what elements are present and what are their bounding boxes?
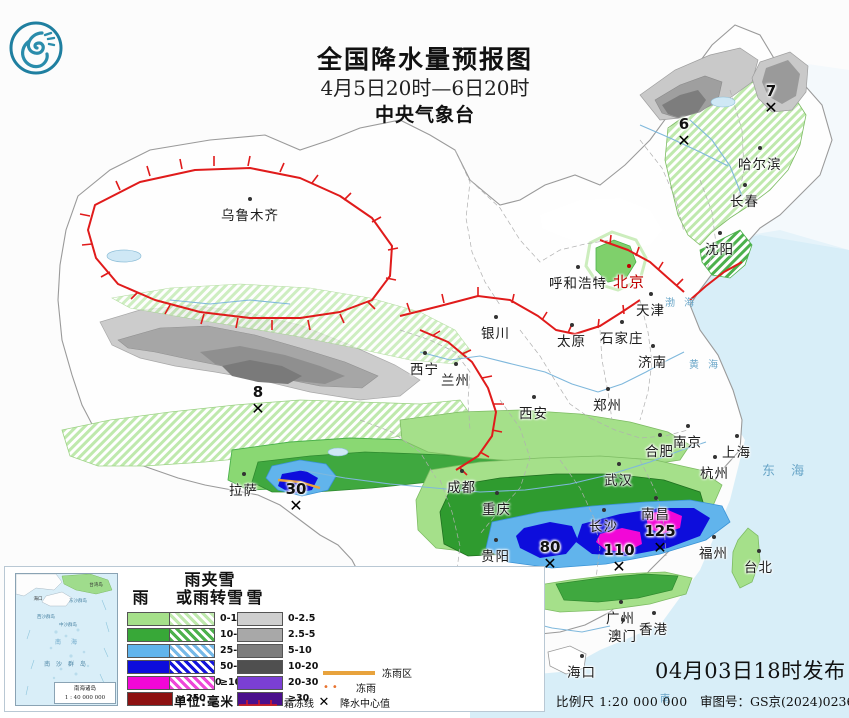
legend-swatch-label: 0-2.5 (288, 613, 316, 624)
legend-row: 20-30 (237, 675, 318, 690)
legend-swatch-label: 5-10 (288, 645, 312, 656)
legend-head-rain: 雨 (132, 588, 150, 607)
legend-swatch (169, 675, 215, 690)
legend-swatch-label: ≥30 (288, 693, 310, 704)
inset-scale-title: 南海诸岛 (73, 686, 96, 692)
frost-line-symbol (239, 699, 277, 706)
legend-head-sleet-line1: 雨夹雪 (184, 570, 236, 589)
legend-swatch-label: ≥100 (220, 677, 248, 688)
legend-column-snow: 0-2.5 2.5-5 5-10 10-20 20-30 ≥30 (237, 611, 318, 707)
legend-swatch (237, 643, 283, 658)
legend-swatch (127, 611, 173, 626)
legend-swatch (127, 675, 173, 690)
legend-swatch (169, 643, 215, 658)
map-scale: 比例尺 1:20 000 000 (556, 694, 688, 709)
legend-swatch (169, 627, 215, 642)
inset-scale-value: 1 : 40 000 000 (64, 695, 106, 702)
legend-panel: 中沙群岛 西沙群岛 东沙群岛 南 海 南 沙 群 岛 海口 台湾岛 南海诸岛 1… (4, 566, 545, 712)
legend-swatch-label: ≥250 (178, 693, 206, 704)
freezing-rain-dots: •• (323, 681, 341, 693)
legend-swatch (127, 627, 173, 642)
legend-row: 25-50 (169, 643, 257, 658)
legend-row: ≥250 (127, 691, 222, 706)
legend-swatch (237, 675, 283, 690)
svg-text:东沙群岛: 东沙群岛 (69, 597, 87, 604)
legend-misc-label-2: 霜冻线 (284, 699, 314, 710)
legend-swatch-label: 25-50 (220, 645, 251, 656)
legend-precip-center: ✕ 降水中心值 (315, 695, 390, 710)
legend-frost-line: 霜冻线 (237, 695, 314, 710)
svg-text:南 沙 群 岛: 南 沙 群 岛 (44, 660, 88, 668)
svg-text:台湾岛: 台湾岛 (89, 581, 103, 588)
inset-scale: 南海诸岛 1 : 40 000 000 (54, 682, 116, 704)
freezing-rain-zone-bar (323, 670, 375, 675)
legend-misc-label-0: 冻雨区 (382, 669, 412, 680)
legend-swatch-label: 20-30 (288, 677, 319, 688)
legend-row: ≥100 (169, 675, 257, 690)
legend-swatch (127, 643, 173, 658)
legend-swatch (169, 659, 215, 674)
legend-swatch-label: 10-25 (220, 629, 251, 640)
approval-number: 审图号：GS京(2024)0236号 (700, 694, 849, 709)
legend-row: 5-10 (237, 643, 318, 658)
legend-row: 0-10 (169, 611, 257, 626)
legend-swatch (237, 611, 283, 626)
legend-freezing-rain: •• 冻雨 (323, 680, 376, 695)
legend-swatch-label: 2.5-5 (288, 629, 316, 640)
legend-row: 10-20 (237, 659, 318, 674)
legend-unit: 单位:毫米 (174, 694, 234, 709)
legend-swatch-label: 10-20 (288, 661, 319, 672)
legend-row: 2.5-5 (237, 627, 318, 642)
svg-text:南 海: 南 海 (55, 638, 81, 646)
legend-swatch (237, 627, 283, 642)
legend-head-sleet: 雨夹雪 或雨转雪 (155, 570, 265, 608)
issue-time: 04月03日18时发布 (655, 659, 846, 683)
legend-swatch-label: 0-10 (220, 613, 244, 624)
legend-head-sleet-line2: 或雨转雪 (175, 588, 244, 608)
legend-head-snow: 雪 (246, 588, 264, 607)
legend-swatch (169, 611, 215, 626)
legend-row: 0-2.5 (237, 611, 318, 626)
legend-swatch (237, 659, 283, 674)
legend-swatch (127, 691, 173, 706)
cma-dragon-logo (8, 20, 64, 76)
svg-text:中沙群岛: 中沙群岛 (59, 621, 77, 628)
legend-swatch (127, 659, 173, 674)
legend-row: 10-25 (169, 627, 257, 642)
legend-misc-label-1: 冻雨 (356, 684, 376, 695)
legend-misc-label-3: 降水中心值 (340, 699, 390, 710)
legend-freezing-rain-zone: 冻雨区 (323, 665, 412, 680)
south-china-sea-inset: 中沙群岛 西沙群岛 东沙群岛 南 海 南 沙 群 岛 海口 台湾岛 南海诸岛 1… (15, 573, 118, 706)
precip-center-x-symbol: ✕ (318, 695, 330, 710)
svg-text:海口: 海口 (34, 595, 43, 602)
svg-text:西沙群岛: 西沙群岛 (37, 613, 55, 620)
